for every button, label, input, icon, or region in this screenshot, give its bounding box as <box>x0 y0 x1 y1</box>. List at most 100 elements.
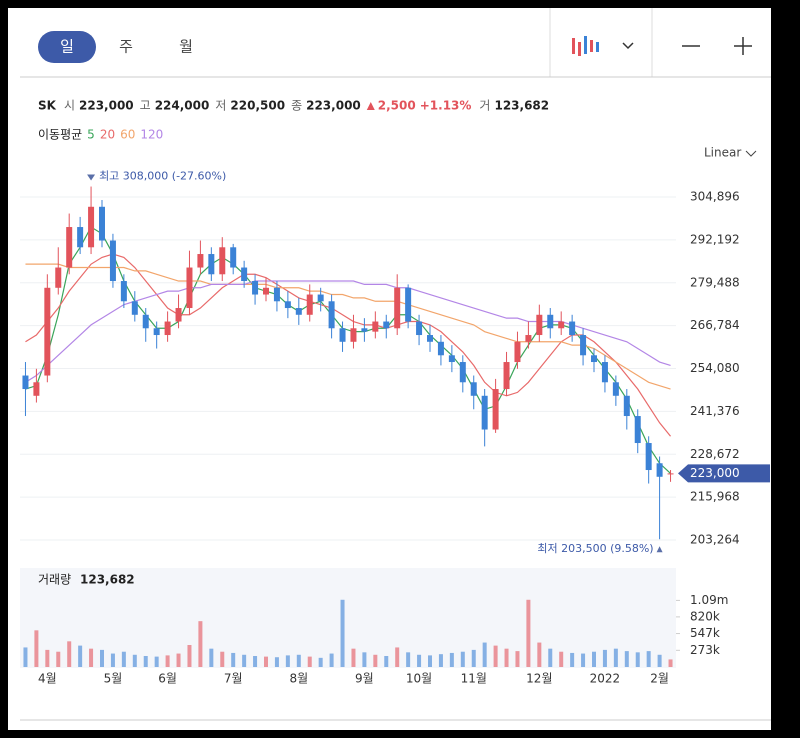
volume-bar <box>78 645 83 667</box>
candle-body <box>120 281 127 302</box>
candle-body <box>645 443 652 471</box>
info-key: 저 <box>215 99 226 113</box>
candle-body <box>142 314 149 329</box>
candle-body <box>416 321 423 336</box>
volume-bar <box>89 648 94 667</box>
chart-type-icon[interactable] <box>572 36 599 56</box>
quote-info: SK 시 223,000 고 224,000 저 220,500 종 223,000 2,500 +… <box>38 99 549 113</box>
marker <box>87 174 96 181</box>
volume-bar <box>406 652 411 667</box>
volume-bar <box>471 649 476 667</box>
candle-body <box>339 328 346 342</box>
candle-body <box>481 395 488 430</box>
symbol: SK <box>38 99 57 113</box>
ma-line <box>25 263 671 390</box>
candle-body <box>361 328 368 332</box>
volume-value: 123,682 <box>80 573 135 587</box>
candle-body <box>164 321 171 336</box>
y-tick-label: 203,264 <box>690 533 740 547</box>
candle-body <box>372 321 379 332</box>
volume-bar <box>602 649 607 667</box>
candle-body <box>667 473 674 475</box>
volume-bar <box>526 599 531 667</box>
candle-body <box>601 362 608 383</box>
volume-bar <box>646 651 651 667</box>
info-key: 거 <box>479 99 490 113</box>
plot: 203,264 215,968 228,672 241,376 254,080 266,7… <box>20 170 770 686</box>
ma-line <box>25 253 671 437</box>
volume-bar <box>570 652 575 667</box>
volume-bar <box>504 648 509 667</box>
x-tick-label: 9월 <box>355 672 374 686</box>
tab-active[interactable] <box>38 31 96 63</box>
candle-body <box>252 281 259 295</box>
x-tick-label: 6월 <box>158 672 177 686</box>
y-tick-label: 304,896 <box>690 190 740 204</box>
info-value: 223,000 <box>79 99 134 113</box>
x-tick-label: 10월 <box>406 672 432 686</box>
candle-body <box>109 240 116 282</box>
y-tick-label: 241,376 <box>690 404 740 418</box>
dropdown-icon[interactable] <box>745 150 757 157</box>
x-tick-label: 2월 <box>650 672 669 686</box>
candle-body <box>437 341 444 356</box>
x-tick-label: 12월 <box>526 672 552 686</box>
info-key: 종 <box>291 99 302 113</box>
volume-tick-label: 1.09m <box>690 593 728 607</box>
candle-body <box>656 463 663 477</box>
candle-body <box>153 328 160 336</box>
volume-bar <box>482 642 487 667</box>
volume-bar <box>460 651 465 667</box>
y-tick-label: 254,080 <box>690 361 740 375</box>
candle-body <box>88 206 95 248</box>
candle-body <box>99 206 105 241</box>
up-arrow <box>366 102 375 110</box>
volume-bar <box>165 655 170 667</box>
tab[interactable]: 일 <box>60 38 74 56</box>
candle-body <box>284 301 291 309</box>
x-tick-label: 4월 <box>38 672 57 686</box>
y-tick-label: 266,784 <box>690 318 740 332</box>
volume-tick-label: 547k <box>690 626 720 640</box>
tab[interactable]: 주 <box>119 38 133 56</box>
tab[interactable]: 월 <box>179 38 193 56</box>
candle-body <box>525 335 532 342</box>
volume-bar <box>548 648 553 667</box>
volume-bar <box>362 652 367 667</box>
scale-mode[interactable]: Linear <box>704 146 741 160</box>
volume-bar <box>635 652 640 667</box>
candle-body <box>383 321 390 329</box>
high-annotation: 최고 308,000 (-27.60%) <box>99 170 226 183</box>
y-tick-label: 215,968 <box>690 490 740 504</box>
volume-bar <box>592 651 596 667</box>
candle-body <box>350 328 357 342</box>
volume-bar <box>100 649 104 667</box>
candle-body <box>306 294 313 315</box>
candle-body <box>536 314 543 336</box>
info-key: 고 <box>140 99 151 113</box>
candle-body <box>241 267 248 282</box>
volume-bar <box>657 654 662 667</box>
volume-panel <box>20 568 676 668</box>
zoom-in[interactable] <box>734 37 752 55</box>
volume-bar <box>56 651 61 667</box>
candle-body <box>33 382 40 396</box>
volume-bar <box>45 649 50 667</box>
volume-tick-label: 820k <box>690 609 720 623</box>
volume-bar <box>351 648 356 667</box>
candle-body <box>219 247 226 275</box>
price-tag <box>678 464 770 483</box>
volume-bar <box>23 647 28 667</box>
legend-entry: 120 <box>140 128 163 142</box>
x-tick-label: 11월 <box>461 672 487 686</box>
volume-bar <box>264 656 268 667</box>
candle-body <box>230 247 237 268</box>
candle-body <box>569 321 576 336</box>
volume-bar <box>198 621 203 667</box>
y-tick-label: 279,488 <box>690 275 740 289</box>
volume-bar <box>285 655 290 667</box>
dropdown-icon[interactable] <box>622 42 634 50</box>
change: 2,500 <box>378 99 416 113</box>
info-key: 시 <box>64 99 75 113</box>
